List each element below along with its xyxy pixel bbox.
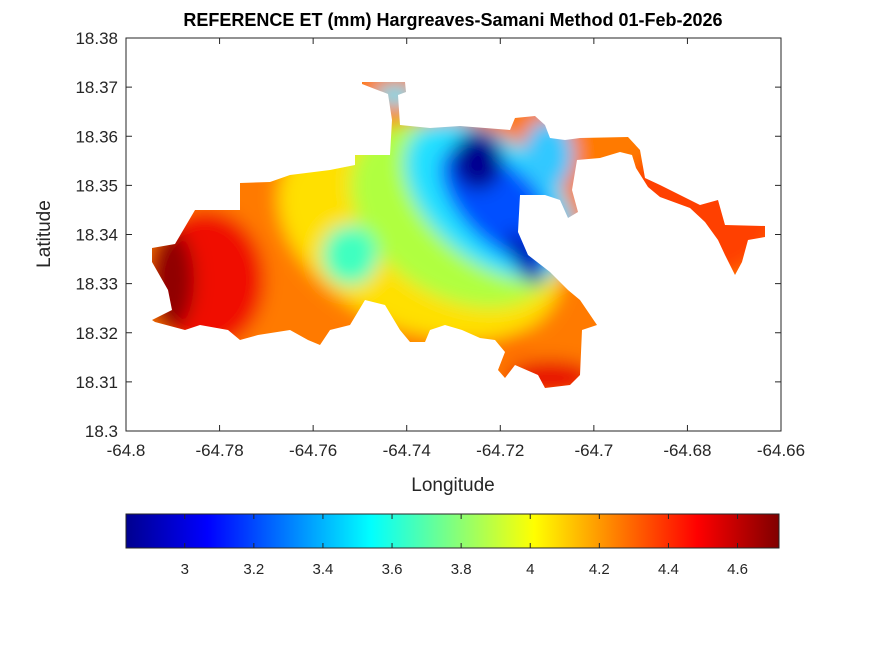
colorbar-tick-label: 3.4 [313,561,334,578]
y-tick-label: 18.36 [75,127,118,146]
x-axis-label: Longitude [411,475,494,496]
y-tick-label: 18.33 [75,275,118,294]
colorbar-tick-label: 3 [181,561,189,578]
colorbar-tick-label: 4.6 [727,561,748,578]
colorbar-ticks: 3 3.2 3.4 3.6 3.8 4 4.2 4.4 4.6 [181,514,748,578]
colorbar [125,513,780,549]
y-tick-label: 18.38 [75,29,118,48]
colorbar-tick-label: 3.8 [451,561,472,578]
colorbar-tick-label: 4 [526,561,534,578]
x-tick-label: -64.7 [574,441,613,460]
y-tick-label: 18.34 [75,226,118,245]
y-tick-label: 18.31 [75,373,118,392]
contour-darkblue-east [506,231,544,285]
y-tick-label: 18.37 [75,78,118,97]
colorbar-tick-label: 3.2 [243,561,264,578]
y-axis: 18.3 18.31 18.32 18.33 18.34 18.35 18.36 18.37 1… [75,29,781,441]
y-tick-label: 18.35 [75,176,118,195]
y-tick-label: 18.32 [75,324,118,343]
colorbar-tick-label: 4.2 [589,561,610,578]
contour-cyan-west [322,225,378,285]
x-tick-label: -64.72 [476,441,524,460]
x-axis: -64.8 -64.78 -64.76 -64.74 -64.72 -64.7 -64.68… [107,38,805,460]
chart-title: REFERENCE ET (mm) Hargreaves-Samani Meth… [183,10,722,30]
x-tick-label: -64.8 [107,441,146,460]
contour-darkblue-north [453,130,503,190]
x-tick-label: -64.78 [195,441,243,460]
y-tick-label: 18.3 [85,422,118,441]
x-tick-label: -64.68 [663,441,711,460]
colorbar-tick-label: 4.4 [658,561,679,578]
x-tick-label: -64.76 [289,441,337,460]
x-tick-label: -64.74 [383,441,431,460]
x-tick-label: -64.66 [757,441,805,460]
colorbar-tick-label: 3.6 [382,561,403,578]
y-axis-label: Latitude [34,200,55,268]
